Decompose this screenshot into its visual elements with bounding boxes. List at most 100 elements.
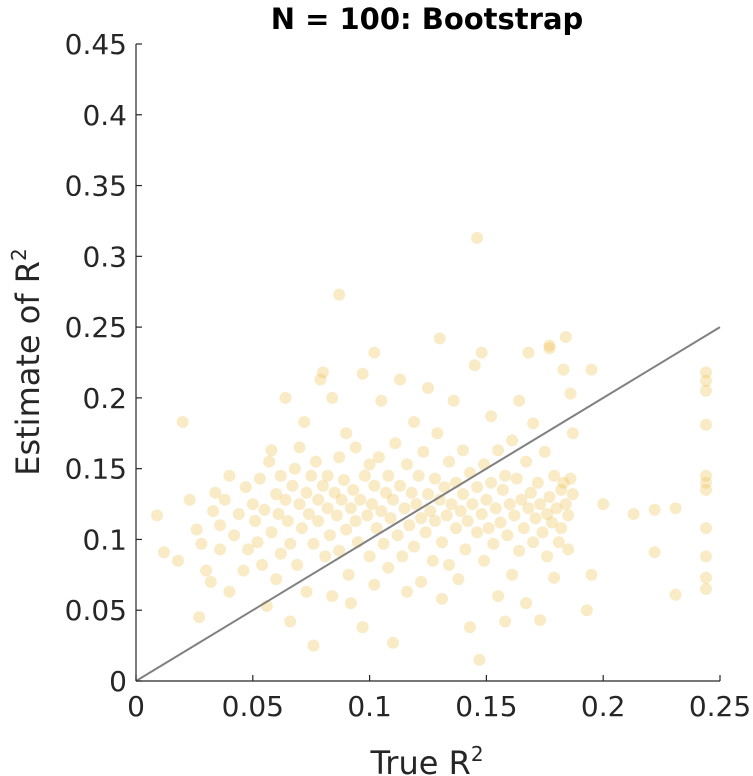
data-point xyxy=(302,508,315,520)
data-point xyxy=(274,547,287,560)
data-point xyxy=(279,391,292,404)
data-point xyxy=(314,373,327,386)
y-axis-label: Estimate of R2 xyxy=(7,248,47,476)
data-point xyxy=(368,479,381,492)
data-point xyxy=(321,469,334,482)
y-tick-label: 0.2 xyxy=(82,382,127,415)
data-point xyxy=(401,585,413,598)
data-point xyxy=(559,498,572,511)
data-point xyxy=(326,391,339,404)
data-point xyxy=(492,444,505,457)
data-point xyxy=(323,529,336,542)
data-point xyxy=(506,434,519,447)
data-point xyxy=(363,458,376,471)
data-point xyxy=(396,550,409,563)
data-point xyxy=(422,488,434,501)
data-point xyxy=(700,366,712,379)
data-point xyxy=(195,537,208,550)
data-point xyxy=(669,588,682,601)
y-tick-label: 0 xyxy=(109,665,127,698)
data-point xyxy=(263,455,276,468)
data-point xyxy=(242,543,255,556)
data-point xyxy=(256,558,269,571)
data-point xyxy=(510,472,523,485)
data-point xyxy=(361,509,374,522)
data-point xyxy=(471,526,484,539)
data-point xyxy=(214,519,227,532)
data-points xyxy=(151,231,712,666)
data-point xyxy=(408,540,420,553)
data-point xyxy=(316,479,329,492)
data-point xyxy=(344,597,357,610)
data-point xyxy=(475,508,488,520)
data-point xyxy=(443,558,455,571)
data-point xyxy=(288,462,301,475)
data-point xyxy=(557,476,570,489)
y-tick-label: 0.15 xyxy=(65,453,127,486)
data-point xyxy=(312,515,325,527)
x-tick-label: 0.1 xyxy=(347,690,392,723)
data-point xyxy=(354,493,367,506)
data-point xyxy=(209,486,222,499)
data-point xyxy=(176,416,189,428)
data-point xyxy=(415,575,427,588)
data-point xyxy=(440,509,453,522)
data-point xyxy=(485,476,498,489)
data-point xyxy=(387,493,399,506)
data-point xyxy=(492,590,505,603)
data-point xyxy=(344,502,357,515)
data-point xyxy=(555,522,568,535)
data-point xyxy=(548,469,561,482)
data-point xyxy=(403,519,416,532)
data-point xyxy=(293,441,306,454)
data-point xyxy=(550,502,563,515)
data-point xyxy=(562,509,575,522)
data-point xyxy=(368,578,381,591)
data-point xyxy=(375,394,388,407)
data-point xyxy=(337,474,350,486)
data-point xyxy=(543,342,556,355)
data-point xyxy=(398,502,411,515)
data-point xyxy=(522,346,535,359)
data-point xyxy=(426,554,439,567)
data-point xyxy=(457,444,469,457)
data-point xyxy=(536,526,549,539)
data-point xyxy=(193,611,206,624)
data-point xyxy=(356,621,369,634)
data-point xyxy=(382,469,395,482)
data-point xyxy=(429,515,441,527)
data-point xyxy=(365,498,378,511)
data-point xyxy=(445,498,458,511)
data-point xyxy=(513,394,526,407)
y-tick-label: 0.1 xyxy=(82,523,127,556)
data-point xyxy=(503,498,516,511)
data-point xyxy=(239,481,252,494)
data-point xyxy=(487,537,500,550)
data-point xyxy=(223,469,236,482)
data-point xyxy=(468,359,481,372)
data-point xyxy=(541,508,554,520)
data-point xyxy=(496,483,509,496)
data-point xyxy=(506,568,519,581)
data-point xyxy=(515,493,528,506)
data-point xyxy=(527,536,540,549)
data-point xyxy=(300,585,313,598)
data-point xyxy=(597,498,610,511)
data-point xyxy=(552,536,565,549)
data-point xyxy=(513,544,526,557)
data-point xyxy=(253,472,266,485)
data-point xyxy=(431,427,444,440)
data-point xyxy=(566,488,579,501)
data-point xyxy=(372,451,385,464)
data-point xyxy=(370,522,383,535)
data-point xyxy=(580,604,593,617)
data-point xyxy=(457,488,469,501)
data-point xyxy=(501,529,514,542)
y-tick-label: 0.45 xyxy=(65,28,127,61)
data-point xyxy=(316,366,329,379)
data-point xyxy=(190,523,203,536)
data-point xyxy=(543,491,556,503)
data-point xyxy=(466,498,479,511)
data-point xyxy=(172,554,184,567)
data-point xyxy=(700,374,712,387)
